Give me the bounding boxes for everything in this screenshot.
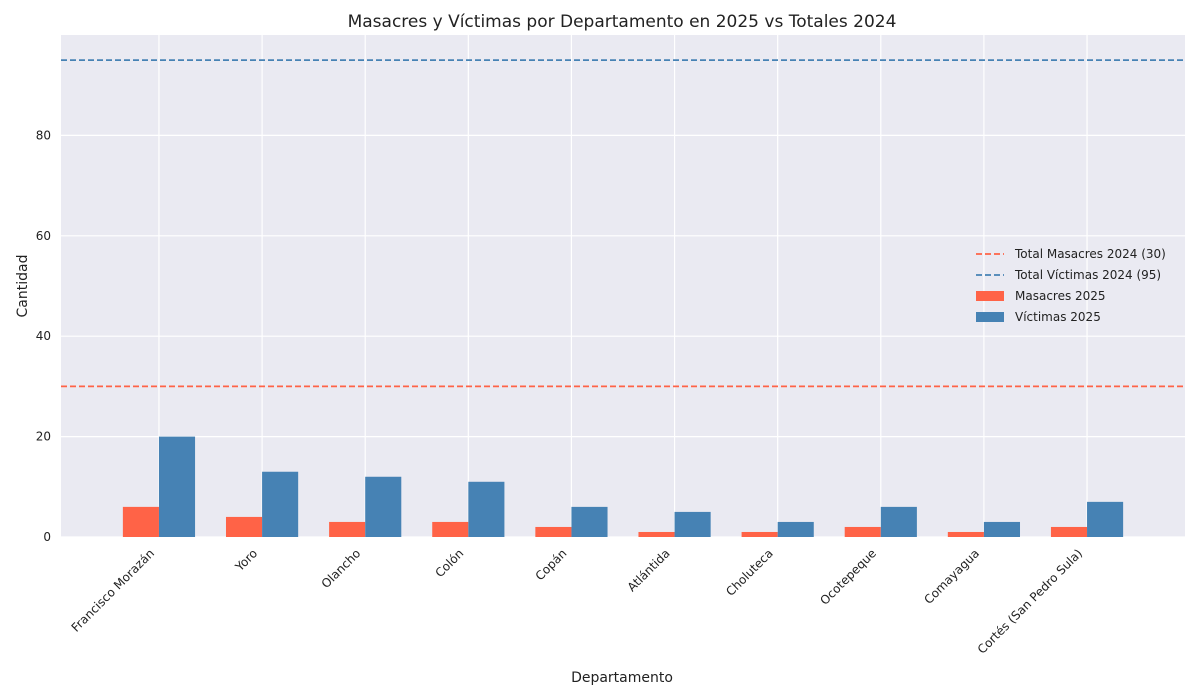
- x-tick-label: Colón: [432, 546, 466, 580]
- legend-patch-swatch: [976, 312, 1004, 322]
- x-tick-label: Yoro: [232, 546, 260, 574]
- bar-masacres-2025: [844, 526, 881, 537]
- grid: [61, 35, 1185, 538]
- legend-label: Masacres 2025: [1015, 289, 1106, 303]
- bars: [122, 436, 1124, 537]
- y-tick-label: 20: [36, 430, 51, 444]
- x-tick-label: Olancho: [319, 546, 364, 591]
- bar-masacres-2025: [122, 506, 159, 537]
- legend: Total Masacres 2024 (30) Total Víctimas 2…: [976, 247, 1166, 324]
- bar-masacres-2025: [1050, 526, 1088, 537]
- bar-masacres-2025: [947, 531, 984, 537]
- plot-area: [61, 35, 1185, 537]
- y-tick-label: 40: [36, 329, 51, 343]
- bar-masacres-2025: [535, 526, 572, 537]
- reference-lines: [61, 59, 1185, 388]
- bar-v-ctimas-2025: [1087, 501, 1124, 537]
- x-tick-label: Choluteca: [723, 546, 776, 599]
- bar-v-ctimas-2025: [365, 476, 402, 537]
- legend-label: Total Víctimas 2024 (95): [1014, 268, 1161, 282]
- legend-label: Víctimas 2025: [1015, 310, 1101, 324]
- y-ticks: 0 20 40 60 80: [36, 128, 51, 544]
- bar-v-ctimas-2025: [262, 471, 299, 537]
- chart-title: Masacres y Víctimas por Departamento en …: [348, 12, 897, 32]
- x-tick-label: Comayagua: [921, 546, 982, 607]
- y-axis-label: Cantidad: [15, 255, 31, 318]
- bar-masacres-2025: [432, 521, 469, 537]
- legend-patch-swatch: [976, 291, 1004, 301]
- x-tick-label: Atlántida: [625, 546, 673, 594]
- x-tick-label: Ocotepeque: [817, 546, 879, 608]
- x-tick-label: Cortés (San Pedro Sula): [975, 546, 1085, 656]
- x-ticks: Francisco Morazán Yoro Olancho Colón Copán At…: [69, 546, 1086, 656]
- bar-v-ctimas-2025: [158, 436, 196, 537]
- bar-masacres-2025: [329, 521, 366, 537]
- bar-v-ctimas-2025: [571, 506, 608, 537]
- bar-masacres-2025: [638, 531, 675, 537]
- bar-v-ctimas-2025: [674, 511, 711, 537]
- legend-label: Total Masacres 2024 (30): [1014, 247, 1166, 261]
- x-tick-label: Francisco Morazán: [69, 546, 157, 634]
- x-axis-label: Departamento: [571, 670, 673, 686]
- y-tick-label: 80: [36, 128, 51, 142]
- y-tick-label: 60: [36, 229, 51, 243]
- x-tick-label: Copán: [533, 546, 570, 583]
- bar-v-ctimas-2025: [983, 521, 1021, 537]
- bar-v-ctimas-2025: [880, 506, 917, 537]
- bar-v-ctimas-2025: [777, 521, 814, 537]
- bar-masacres-2025: [225, 516, 263, 537]
- bar-v-ctimas-2025: [468, 481, 505, 537]
- y-tick-label: 0: [43, 530, 51, 544]
- bar-masacres-2025: [741, 531, 778, 537]
